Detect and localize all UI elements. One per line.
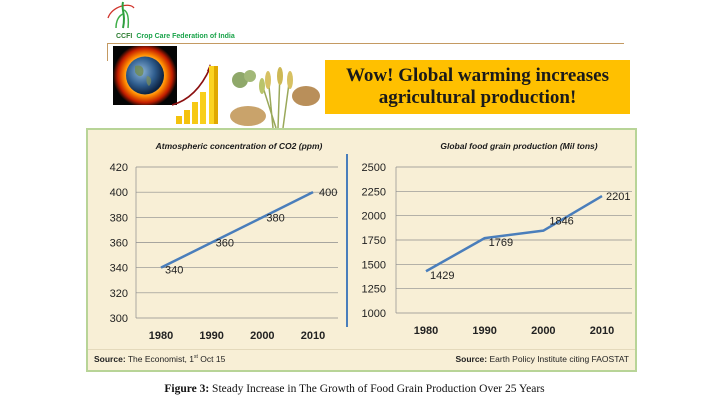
logo-text: CCFI Crop Care Federation of India xyxy=(116,33,235,40)
source-left-tail: Oct 15 xyxy=(197,354,226,364)
source-right-text: Earth Policy Institute citing FAOSTAT xyxy=(487,354,629,364)
y-tick-label: 2000 xyxy=(362,211,386,223)
burning-globe-image xyxy=(113,46,177,105)
x-tick-label: 1990 xyxy=(199,330,223,342)
headline-banner: Wow! Global warming increases agricultur… xyxy=(325,60,630,114)
banner-line-1: Wow! Global warming increases xyxy=(345,65,609,86)
data-label: 1846 xyxy=(549,216,573,228)
series-line xyxy=(160,191,314,269)
source-left-text: The Economist, 1 xyxy=(125,354,195,364)
data-label: 1429 xyxy=(430,270,454,282)
data-label: 360 xyxy=(216,238,234,250)
x-tick-label: 2010 xyxy=(590,325,614,337)
x-tick-label: 2010 xyxy=(301,330,325,342)
header-rule xyxy=(107,43,624,44)
source-left-sup: st xyxy=(194,354,198,361)
data-label: 2201 xyxy=(606,191,630,203)
y-tick-label: 360 xyxy=(110,238,128,250)
x-tick-label: 2000 xyxy=(531,325,555,337)
y-tick-label: 2500 xyxy=(362,162,386,174)
y-tick-label: 2250 xyxy=(362,186,386,198)
source-bar: Source: The Economist, 1st Oct 15 Source… xyxy=(88,349,635,370)
y-tick-label: 1500 xyxy=(362,259,386,271)
y-tick-label: 400 xyxy=(110,187,128,199)
source-right-label: Source: xyxy=(455,354,488,364)
series-line xyxy=(425,195,603,273)
logo-name: Crop Care Federation of India xyxy=(136,33,235,40)
source-right: Source: Earth Policy Institute citing FA… xyxy=(455,354,629,364)
logo-abbr: CCFI xyxy=(116,33,133,40)
data-label: 400 xyxy=(319,187,337,199)
x-tick-label: 2000 xyxy=(250,330,274,342)
y-tick-label: 1000 xyxy=(362,308,386,320)
caption-text: Steady Increase in The Growth of Food Gr… xyxy=(209,383,545,395)
data-label: 340 xyxy=(165,265,183,277)
ccfi-logo-icon xyxy=(107,1,135,29)
y-tick-label: 1250 xyxy=(362,284,386,296)
chart-title: Global food grain production (Mil tons) xyxy=(440,141,597,151)
chart-panel: Source: The Economist, 1st Oct 15 Source… xyxy=(86,128,637,372)
y-tick-label: 380 xyxy=(110,212,128,224)
data-label: 1769 xyxy=(489,237,513,249)
banner-line-2: agricultural production! xyxy=(378,87,577,108)
y-tick-label: 1750 xyxy=(362,235,386,247)
caption-label: Figure 3: xyxy=(164,383,210,395)
x-tick-label: 1980 xyxy=(149,330,173,342)
source-left-label: Source: xyxy=(94,354,126,364)
y-tick-label: 340 xyxy=(110,263,128,275)
x-tick-label: 1980 xyxy=(414,325,438,337)
y-tick-label: 300 xyxy=(110,313,128,325)
source-left: Source: The Economist, 1st Oct 15 xyxy=(94,354,225,364)
growth-bars-icon xyxy=(172,64,218,124)
header-rule-vertical xyxy=(107,43,108,61)
x-tick-label: 1990 xyxy=(472,325,496,337)
y-tick-label: 320 xyxy=(110,288,128,300)
y-tick-label: 420 xyxy=(110,162,128,174)
grains-image xyxy=(230,67,320,128)
data-label: 380 xyxy=(266,212,284,224)
figure-caption: Figure 3: Steady Increase in The Growth … xyxy=(0,383,709,395)
chart-title: Atmospheric concentration of CO2 (ppm) xyxy=(155,141,323,151)
